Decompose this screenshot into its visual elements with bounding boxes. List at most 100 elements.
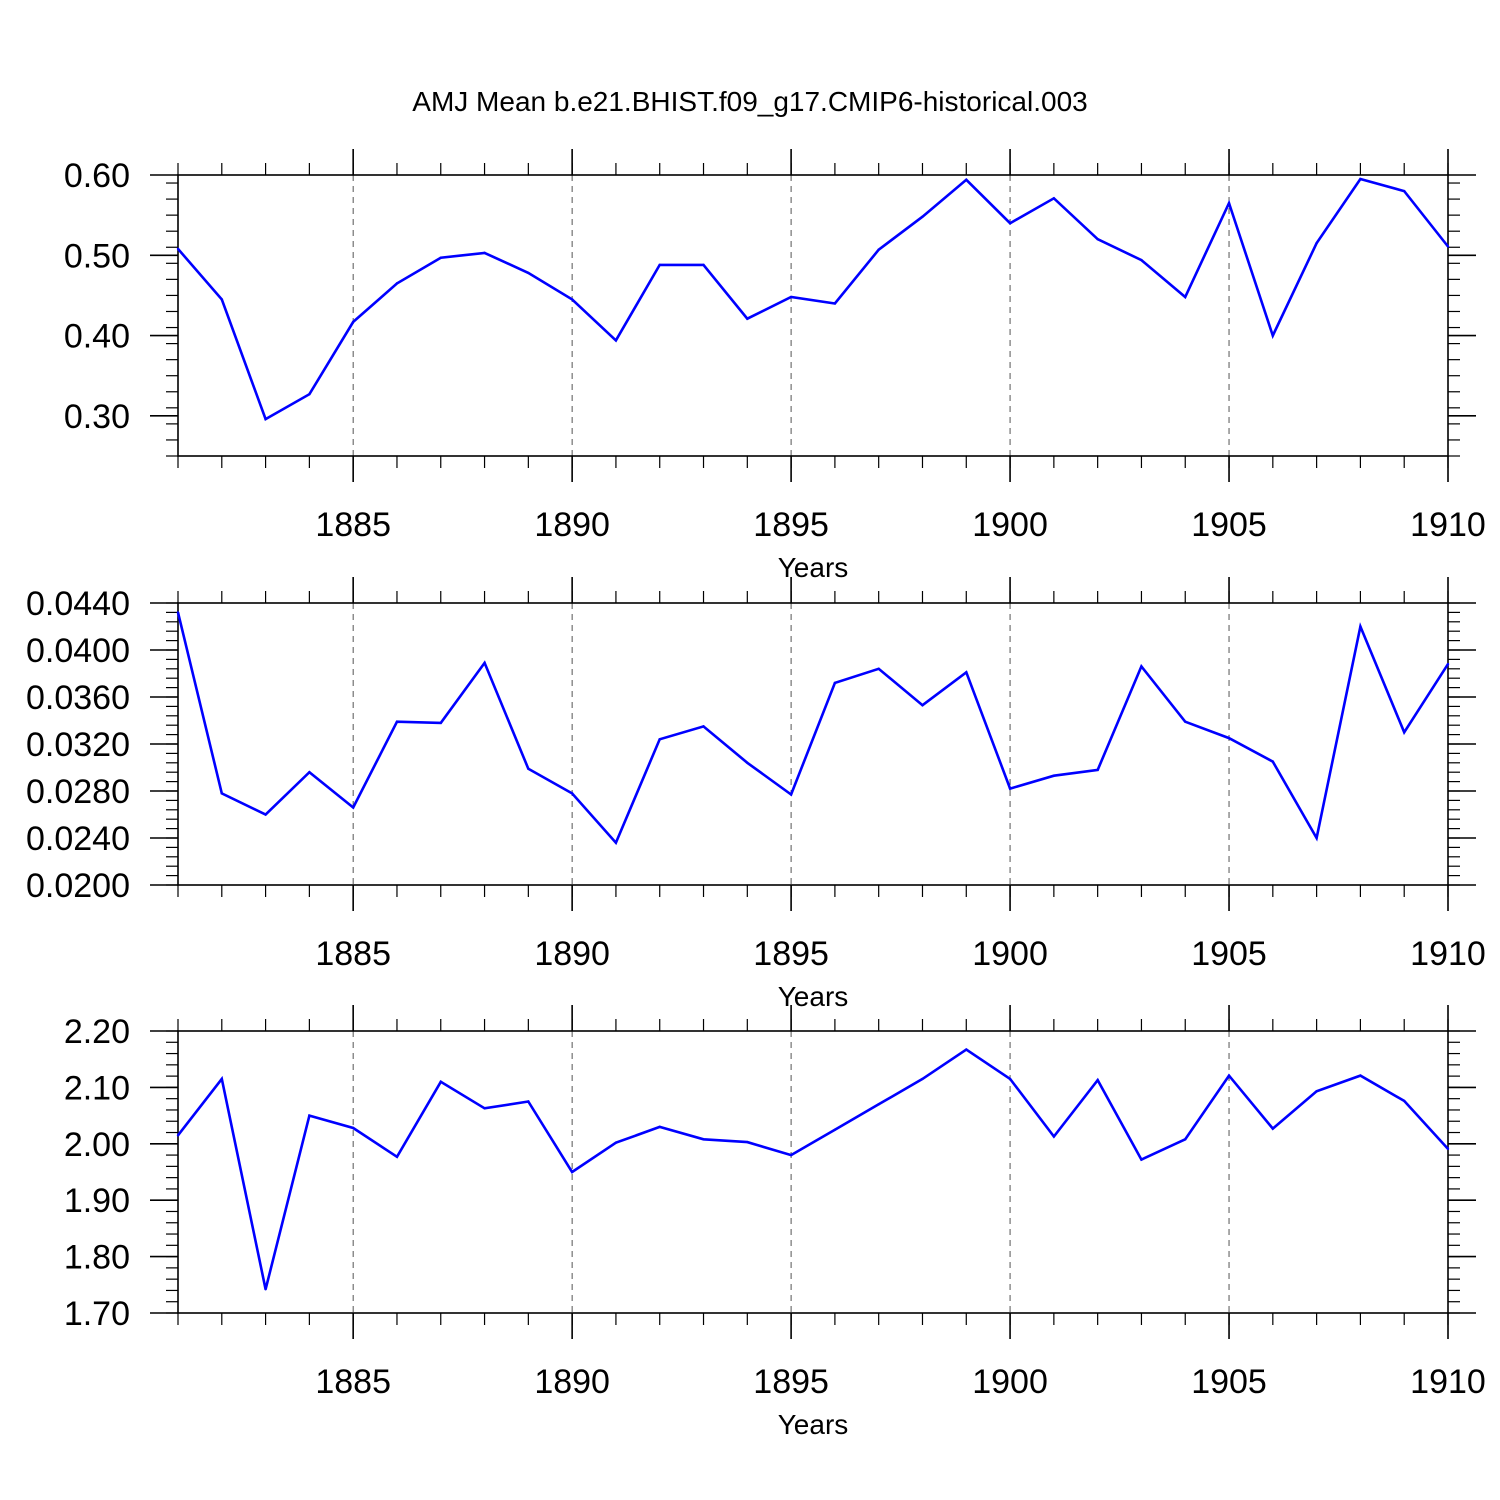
data-point	[1271, 334, 1275, 337]
data-point	[1403, 1099, 1406, 1103]
data-point	[439, 721, 442, 725]
data-point	[833, 302, 837, 305]
x-tick-label: 1900	[972, 506, 1048, 544]
x-axis-label: Years	[778, 552, 849, 583]
data-point	[702, 725, 705, 728]
data-point	[658, 738, 661, 741]
data-point	[483, 1107, 486, 1110]
x-tick-label: 1900	[972, 935, 1048, 973]
y-tick-label: 0.60	[64, 157, 130, 195]
data-point	[833, 1128, 837, 1131]
data-point	[570, 298, 574, 301]
x-tick-label: 1885	[315, 1363, 391, 1401]
data-point	[1008, 221, 1012, 225]
y-axis-label: Sib Ice Area 1012 m2	[5, 1055, 48, 1289]
data-point	[264, 813, 267, 816]
panel-2: 1885 1890 1895 1900 1905 1910 0.0200 0.0240 0.02…	[5, 577, 1486, 1012]
data-point	[965, 671, 968, 674]
data-point	[395, 720, 399, 723]
data-series-line	[176, 612, 1450, 846]
x-tick-label: 1890	[534, 506, 610, 544]
data-point	[439, 256, 442, 259]
data-point	[1359, 625, 1362, 628]
data-point	[1359, 1074, 1362, 1077]
data-point	[614, 1141, 618, 1144]
x-axis-label: Years	[778, 981, 849, 1012]
data-point	[395, 1155, 399, 1158]
data-point	[1403, 731, 1406, 734]
x-tick-label: 1895	[753, 935, 829, 973]
data-point	[746, 317, 749, 320]
data-point	[1359, 177, 1362, 181]
data-point	[965, 178, 968, 182]
y-axis-label-superscript: 13	[16, 220, 35, 239]
data-point	[308, 392, 311, 396]
data-point	[702, 1138, 705, 1141]
y-tick-label: 0.0280	[26, 773, 130, 811]
x-tick-label: 1900	[972, 1363, 1048, 1401]
data-point	[1446, 1147, 1450, 1151]
plot-frame	[177, 174, 1449, 457]
data-point	[1096, 768, 1099, 772]
y-axis-label-superscript: 3	[5, 595, 24, 604]
x-tick-label: 1905	[1191, 935, 1267, 973]
x-tick-label: 1895	[753, 1363, 829, 1401]
y-tick-label: 1.90	[64, 1182, 130, 1220]
data-point	[351, 806, 355, 809]
data-point	[1184, 295, 1187, 299]
x-tick-label: 1905	[1191, 1363, 1267, 1401]
x-axis-label: Years	[778, 1409, 849, 1440]
data-point	[1052, 1135, 1056, 1138]
data-point	[1227, 736, 1231, 740]
data-point	[789, 1153, 793, 1157]
y-axis-label-part: Sib Ice Area 10	[18, 1112, 48, 1288]
x-tick-label: 1890	[534, 1363, 610, 1401]
data-point	[789, 793, 793, 796]
x-tick-label: 1910	[1410, 1363, 1486, 1401]
data-point	[570, 792, 574, 795]
data-point	[308, 771, 311, 774]
plot-frame	[177, 1030, 1449, 1314]
data-point	[1271, 760, 1275, 763]
data-series-line	[176, 1048, 1449, 1290]
data-point	[483, 251, 486, 255]
data-point	[1227, 1074, 1231, 1077]
data-point	[1140, 258, 1143, 262]
data-point	[789, 295, 793, 299]
y-axis-label-superscript: 2	[5, 1055, 24, 1064]
data-point	[220, 1077, 223, 1081]
data-point	[702, 263, 705, 267]
panel-3: 1885 1890 1895 1900 1905 1910 1.70 1.80 1.90 2.00…	[5, 1005, 1486, 1440]
data-point	[1052, 197, 1056, 200]
data-point	[176, 611, 180, 614]
data-point	[658, 263, 661, 267]
data-point	[1446, 662, 1450, 666]
y-tick-label: 0.0240	[26, 820, 130, 858]
y-axis-label-superscript: 12	[16, 1094, 35, 1113]
data-point	[1227, 201, 1231, 205]
data-point	[308, 1114, 311, 1117]
y-tick-label: 0.0200	[26, 867, 130, 905]
data-point	[1096, 238, 1099, 241]
y-tick-label: 2.10	[64, 1069, 130, 1107]
y-tick-label: 2.00	[64, 1126, 130, 1164]
y-axis-label: Sib Ice Volume 1013 m3	[5, 182, 48, 449]
data-point	[570, 1170, 574, 1174]
data-point	[220, 298, 223, 301]
y-tick-label: 2.20	[64, 1013, 130, 1051]
y-axis-label-part: m	[7, 1065, 37, 1094]
data-point	[877, 1103, 880, 1106]
y-tick-label: 0.0320	[26, 726, 130, 764]
chart-title: AMJ Mean b.e21.BHIST.f09_g17.CMIP6-histo…	[412, 86, 1087, 117]
data-point	[746, 1140, 749, 1144]
data-point	[921, 1077, 924, 1081]
y-tick-label: 0.30	[64, 398, 130, 436]
data-point	[351, 1126, 355, 1130]
data-point	[921, 704, 924, 707]
data-point	[1271, 1127, 1275, 1130]
x-tick-label: 1910	[1410, 935, 1486, 973]
x-tick-label: 1885	[315, 506, 391, 544]
y-tick-label: 1.80	[64, 1239, 130, 1277]
panel-1: 1885 1890 1895 1900 1905 1910 0.30 0.40 0.50 0.60…	[5, 149, 1486, 583]
